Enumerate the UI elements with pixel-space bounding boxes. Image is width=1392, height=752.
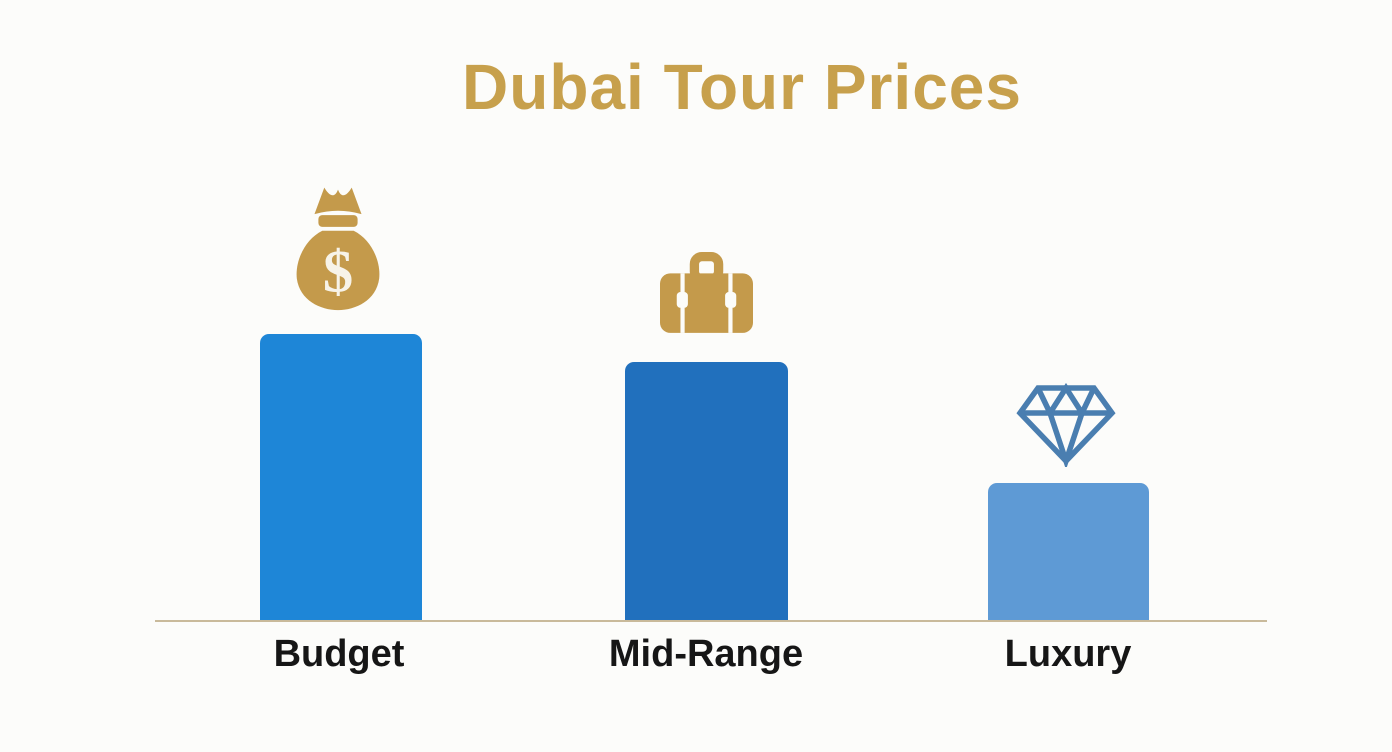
bar-luxury [988, 483, 1149, 621]
bar-label-budget: Budget [273, 633, 405, 675]
money-bag-icon: $ [296, 187, 380, 311]
bar-label-mid-range: Mid-Range [608, 633, 804, 675]
chart-title: Dubai Tour Prices [462, 51, 1022, 123]
briefcase-icon [660, 252, 753, 333]
x-axis-baseline [155, 620, 1267, 622]
bar-label-luxury: Luxury [1004, 633, 1132, 675]
diamond-icon [1016, 383, 1116, 467]
dollar-sign-glyph: $ [323, 239, 353, 306]
bar-budget [260, 334, 422, 621]
bar-mid-range [625, 362, 788, 621]
